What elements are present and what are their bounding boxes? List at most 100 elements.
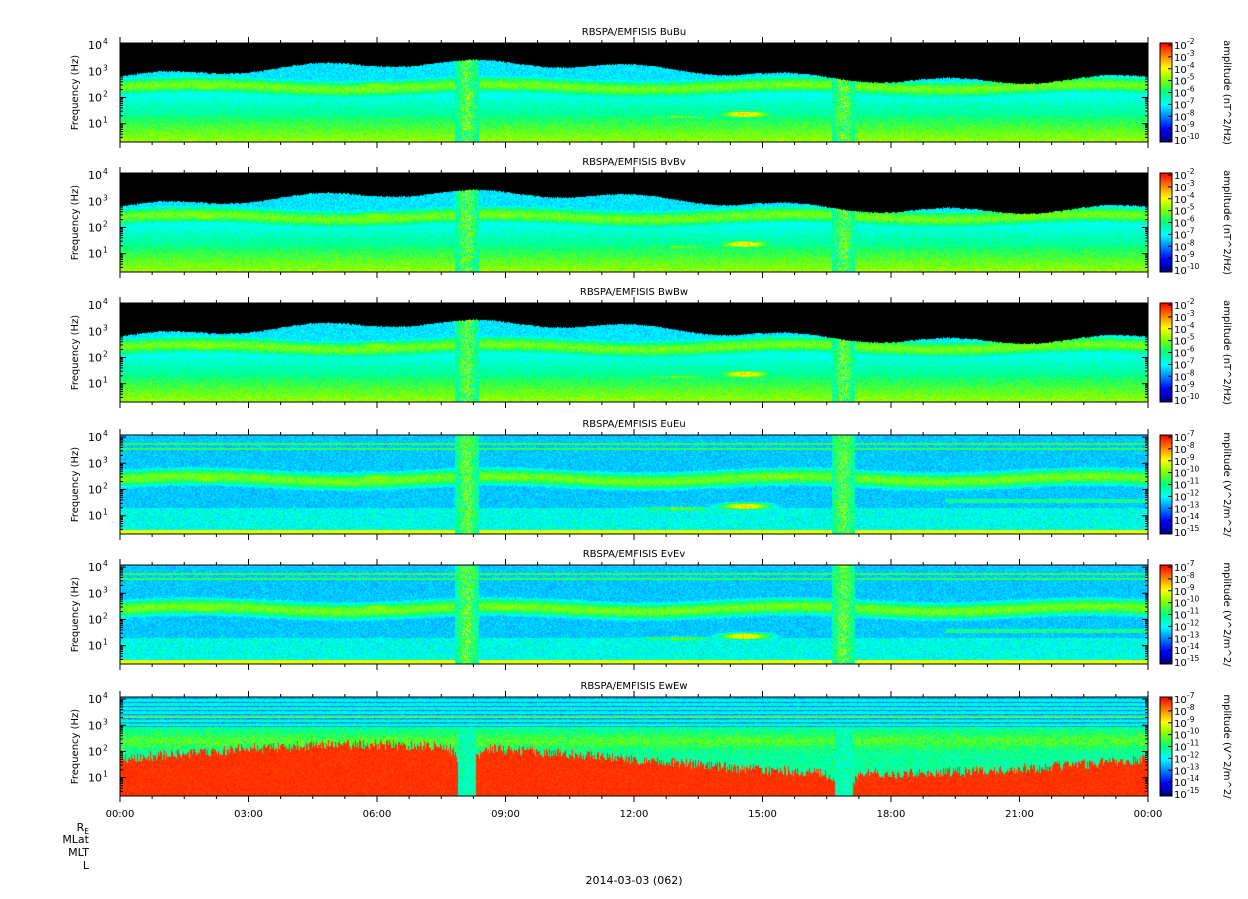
- y-tick-label: 10: [88, 745, 102, 758]
- colorbar-tick-label-exponent: -8: [1187, 703, 1195, 712]
- colorbar-tick-label: 10: [1174, 492, 1187, 503]
- colorbar-tick-label: 10: [1174, 207, 1187, 218]
- colorbar-tick-label: 10: [1174, 599, 1187, 610]
- colorbar-tick-label-exponent: -13: [1187, 630, 1199, 639]
- colorbar-tick-label: 10: [1174, 695, 1187, 706]
- colorbar-tick-label: 10: [1174, 481, 1187, 492]
- y-tick-label: 10: [88, 169, 102, 182]
- y-tick-label-exponent: 1: [103, 246, 108, 255]
- colorbar-tick-label: 10: [1174, 766, 1187, 777]
- y-tick-label-exponent: 4: [103, 37, 108, 46]
- y-tick-label: 10: [88, 719, 102, 732]
- colorbar-1: [1160, 43, 1172, 142]
- y-tick-label-exponent: 3: [103, 323, 108, 332]
- colorbar-tick-label-exponent: -12: [1187, 618, 1199, 627]
- colorbar-tick-label-exponent: -3: [1187, 49, 1195, 58]
- colorbar-tick-label: 10: [1174, 266, 1187, 277]
- colorbar-tick-label: 10: [1174, 301, 1187, 312]
- y-tick-label-exponent: 3: [103, 717, 108, 726]
- colorbar-tick-label: 10: [1174, 77, 1187, 88]
- spectrogram-heatmap-1: [120, 43, 1148, 142]
- y-axis-label: Frequency (Hz): [70, 577, 81, 653]
- colorbar-tick-label-exponent: -14: [1187, 642, 1199, 651]
- y-tick-label-exponent: 2: [103, 743, 108, 752]
- colorbar-tick-label: 10: [1174, 634, 1187, 645]
- y-axis-label: Frequency (Hz): [70, 709, 81, 785]
- colorbar-tick-label-exponent: -14: [1187, 774, 1199, 783]
- colorbar-tick-label: 10: [1174, 587, 1187, 598]
- y-tick-label: 10: [88, 613, 102, 626]
- colorbar-label: mplitude (V^2/m^2/: [1221, 432, 1232, 537]
- colorbar-tick-label-exponent: -4: [1187, 191, 1195, 200]
- panel-frame: [119, 564, 1149, 665]
- x-tick-label: 00:00: [1134, 809, 1163, 820]
- colorbar-tick-label: 10: [1174, 707, 1187, 718]
- y-tick-label-exponent: 4: [103, 429, 108, 438]
- colorbar-4: [1160, 435, 1172, 534]
- colorbar-tick-label-exponent: -9: [1187, 120, 1195, 129]
- colorbar-tick-label-exponent: -2: [1187, 167, 1195, 176]
- ephem-mlt-label: MLT: [68, 846, 89, 859]
- spectrogram-heatmap-4: [120, 435, 1148, 534]
- colorbar-tick-label: 10: [1174, 469, 1187, 480]
- panel-title: RBSPA/EMFISIS EuEu: [582, 419, 685, 430]
- colorbar-tick-label-exponent: -8: [1187, 238, 1195, 247]
- colorbar-3: [1160, 303, 1172, 402]
- ephem-l-label: L: [83, 859, 90, 872]
- colorbar-tick-label-exponent: -13: [1187, 500, 1199, 509]
- colorbar-tick-label-exponent: -9: [1187, 380, 1195, 389]
- y-tick-label: 10: [88, 325, 102, 338]
- colorbar-tick-label: 10: [1174, 457, 1187, 468]
- colorbar-2: [1160, 173, 1172, 272]
- x-tick-label: 09:00: [491, 809, 520, 820]
- y-tick-label: 10: [88, 351, 102, 364]
- colorbar-tick-label: 10: [1174, 743, 1187, 754]
- x-tick-label: 12:00: [620, 809, 649, 820]
- colorbar-tick-label: 10: [1174, 622, 1187, 633]
- y-tick-label: 10: [88, 587, 102, 600]
- colorbar-tick-label-exponent: -7: [1187, 429, 1195, 438]
- y-axis-label: Frequency (Hz): [70, 315, 81, 391]
- colorbar-tick-label: 10: [1174, 731, 1187, 742]
- y-tick-label: 10: [88, 510, 102, 523]
- colorbar-tick-label-exponent: -10: [1187, 727, 1199, 736]
- y-tick-label: 10: [88, 640, 102, 653]
- panel-frame: [119, 434, 1149, 535]
- colorbar-tick-label: 10: [1174, 504, 1187, 515]
- colorbar-tick-label-exponent: -10: [1187, 465, 1199, 474]
- colorbar-tick-label: 10: [1174, 325, 1187, 336]
- colorbar-tick-label-exponent: -10: [1187, 392, 1199, 401]
- date-label: 2014-03-03 (062): [585, 874, 682, 887]
- colorbar-tick-label: 10: [1174, 242, 1187, 253]
- colorbar-tick-label-exponent: -7: [1187, 356, 1195, 365]
- colorbar-tick-label-exponent: -10: [1187, 132, 1199, 141]
- colorbar-tick-label: 10: [1174, 313, 1187, 324]
- colorbar-tick-label-exponent: -11: [1187, 477, 1199, 486]
- colorbar-tick-label: 10: [1174, 195, 1187, 206]
- colorbar-tick-label-exponent: -15: [1187, 524, 1199, 533]
- colorbar-tick-label-exponent: -12: [1187, 750, 1199, 759]
- colorbar-tick-label: 10: [1174, 65, 1187, 76]
- colorbar-tick-label: 10: [1174, 445, 1187, 456]
- y-tick-label: 10: [88, 91, 102, 104]
- panel-frame: [119, 172, 1149, 273]
- y-tick-label: 10: [88, 195, 102, 208]
- colorbar-tick-label: 10: [1174, 516, 1187, 527]
- colorbar-tick-label-exponent: -8: [1187, 571, 1195, 580]
- colorbar-tick-label: 10: [1174, 219, 1187, 230]
- colorbar-tick-label: 10: [1174, 754, 1187, 765]
- colorbar-tick-label: 10: [1174, 433, 1187, 444]
- colorbar-tick-label-exponent: -7: [1187, 226, 1195, 235]
- panel-title: RBSPA/EMFISIS EvEv: [583, 549, 686, 560]
- y-tick-label: 10: [88, 248, 102, 261]
- colorbar-6: [1160, 697, 1172, 796]
- y-tick-label-exponent: 4: [103, 691, 108, 700]
- colorbar-tick-label: 10: [1174, 658, 1187, 669]
- colorbar-tick-label-exponent: -7: [1187, 691, 1195, 700]
- colorbar-tick-label: 10: [1174, 124, 1187, 135]
